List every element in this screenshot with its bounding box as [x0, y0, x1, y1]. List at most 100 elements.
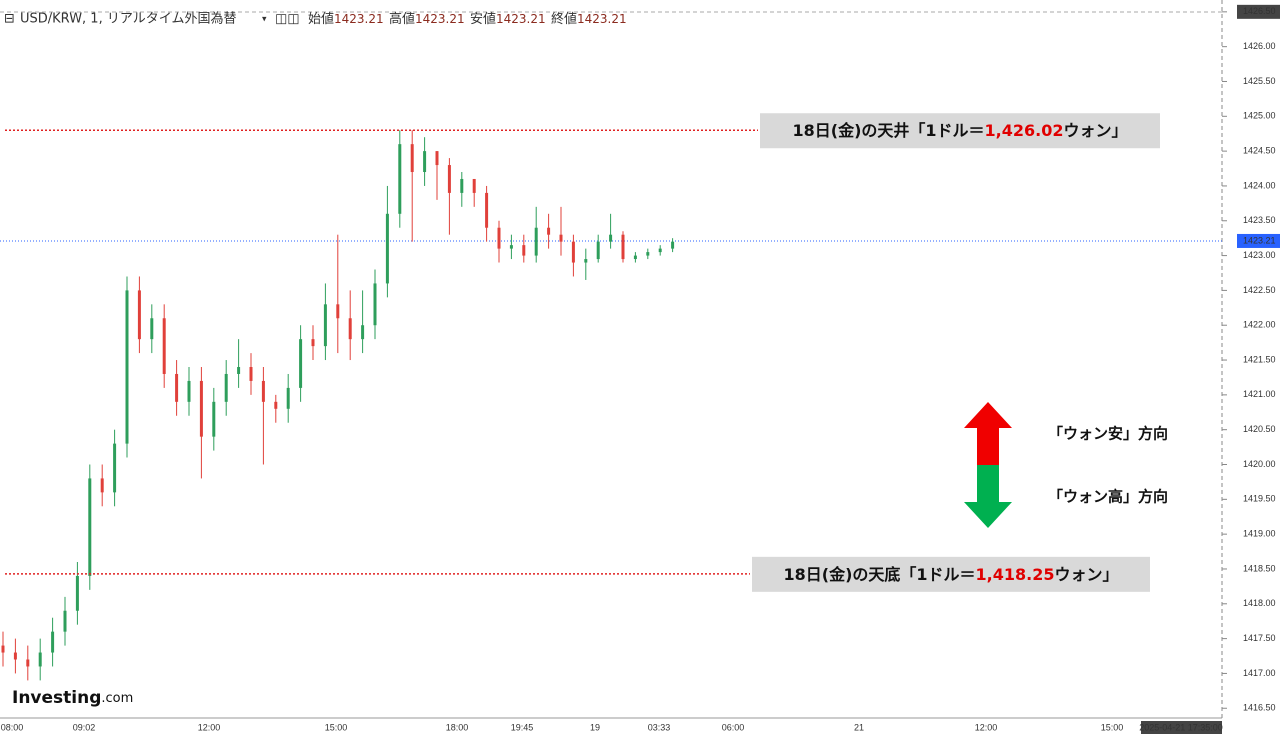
logo-brand: Investing — [12, 688, 101, 708]
arrow-down — [964, 465, 1012, 528]
x-tick-label: 12:00 — [198, 722, 221, 732]
candle-body — [38, 652, 42, 667]
y-tick-label: 1425.50 — [1243, 76, 1276, 86]
y-tick-label: 1422.50 — [1243, 285, 1276, 295]
field-value: 1423.21 — [334, 12, 384, 26]
candle-body — [88, 478, 92, 576]
y-tick-label: 1418.00 — [1243, 598, 1276, 608]
candle-body — [534, 227, 538, 256]
field-label: 安値 — [470, 11, 496, 27]
candle-body — [348, 318, 352, 340]
arrow-up — [964, 402, 1012, 465]
candle-body — [249, 367, 253, 381]
last-price-label: 1423.21 — [1243, 235, 1276, 245]
annotation-part: ウォン」 — [1063, 121, 1127, 140]
candle-body — [671, 241, 675, 249]
candle-body — [175, 373, 179, 402]
candle-body — [187, 380, 191, 402]
annotation-box — [752, 556, 1150, 592]
y-tick-label: 1419.00 — [1243, 529, 1276, 539]
annotation-part: 18日(金)の天底「1ドル＝ — [784, 564, 976, 583]
logo-text: Investing.com — [12, 688, 133, 708]
dropdown-icon: ▾ — [262, 15, 267, 25]
candle-body — [497, 227, 501, 249]
field-label: 始値 — [308, 11, 334, 27]
candle-body — [658, 248, 662, 253]
x-tick-label: 19:45 — [511, 722, 534, 732]
candle-body — [559, 234, 563, 242]
candle-body — [199, 380, 203, 437]
y-tick-label: 1417.50 — [1243, 633, 1276, 643]
candle-body — [423, 151, 427, 173]
candle-body — [385, 213, 389, 284]
annotation-box — [760, 113, 1160, 149]
symbol: USD/KRW, 1, リアルタイム外国為替 — [20, 11, 236, 27]
y-tick-label: 1422.00 — [1243, 320, 1276, 330]
menu-icon: ⊟ — [4, 12, 15, 27]
y-tick-label: 1426.50 — [1243, 6, 1276, 16]
annotation-part: 1,426.02 — [985, 121, 1064, 140]
candle-body — [410, 144, 414, 173]
tick-highlight — [1237, 4, 1280, 19]
candle-body — [472, 178, 476, 193]
annotation-part: ウォン」 — [1054, 564, 1118, 583]
last-price-box — [1237, 233, 1280, 248]
y-tick-label: 1421.50 — [1243, 354, 1276, 364]
candle-body — [311, 339, 315, 347]
candle-body — [522, 245, 526, 256]
arrow-up-label: 「ウォン安」方向 — [1048, 425, 1168, 443]
logo: Investing.com — [12, 688, 133, 708]
y-tick-label: 1423.50 — [1243, 215, 1276, 225]
candle-body — [162, 318, 166, 374]
field-value: 1423.21 — [415, 12, 465, 26]
candle-body — [274, 401, 278, 409]
cursor-time: 2025-04-21 17:35:00 — [1139, 722, 1223, 732]
y-tick-label: 1416.50 — [1243, 703, 1276, 713]
x-tick-label: 15:00 — [325, 722, 348, 732]
y-tick-label: 1418.50 — [1243, 563, 1276, 573]
candle-body — [113, 443, 117, 493]
candle-body — [1, 645, 5, 653]
x-tick-label: 08:00 — [1, 722, 24, 732]
field-label: 終値 — [551, 11, 577, 27]
candle-body — [509, 245, 513, 249]
candle-body — [150, 318, 154, 340]
candle-body — [584, 259, 588, 263]
header-field: 終値1423.21 — [551, 11, 627, 27]
candle-body — [621, 234, 625, 260]
candle-body — [336, 304, 340, 319]
candle-body — [361, 325, 365, 340]
candle-body — [75, 575, 79, 611]
candle-body — [13, 652, 17, 660]
candle-body — [261, 380, 265, 402]
x-tick-label: 19 — [590, 722, 600, 732]
y-tick-label: 1419.50 — [1243, 494, 1276, 504]
field-value: 1423.21 — [496, 12, 546, 26]
y-tick-label: 1424.00 — [1243, 180, 1276, 190]
toggle-icons: ◫◫ — [275, 12, 300, 27]
x-tick-label: 06:00 — [722, 722, 745, 732]
candle-body — [125, 290, 129, 444]
annotation-part: 1,418.25 — [976, 564, 1055, 583]
candle-body — [633, 255, 637, 260]
header: ⊟ USD/KRW, 1, リアルタイム外国為替 ▾ ◫◫ 始値1423.21 高… — [4, 11, 627, 27]
candle-body — [63, 610, 67, 632]
x-tick-label: 21 — [854, 722, 864, 732]
y-tick-label: 1424.50 — [1243, 145, 1276, 155]
candle-body — [609, 234, 613, 242]
x-tick-label: 12:00 — [975, 722, 998, 732]
header-field: 高値1423.21 — [389, 11, 465, 27]
annotation-text: 18日(金)の天底「1ドル＝1,418.25ウォン」 — [784, 564, 1119, 583]
candle-body — [26, 659, 30, 667]
candle-body — [286, 387, 290, 409]
annotation-part: 18日(金)の天井「1ドル＝ — [793, 121, 985, 140]
cursor-time-box — [1141, 721, 1222, 734]
candle-body — [137, 290, 141, 340]
candle-body — [323, 304, 327, 347]
candle-body — [373, 283, 377, 326]
y-tick-label: 1417.00 — [1243, 668, 1276, 678]
candle-body — [299, 339, 303, 388]
annotation-text: 18日(金)の天井「1ドル＝1,426.02ウォン」 — [793, 121, 1128, 140]
arrow-down-label: 「ウォン高」方向 — [1048, 488, 1168, 506]
x-tick-label: 09:02 — [73, 722, 96, 732]
